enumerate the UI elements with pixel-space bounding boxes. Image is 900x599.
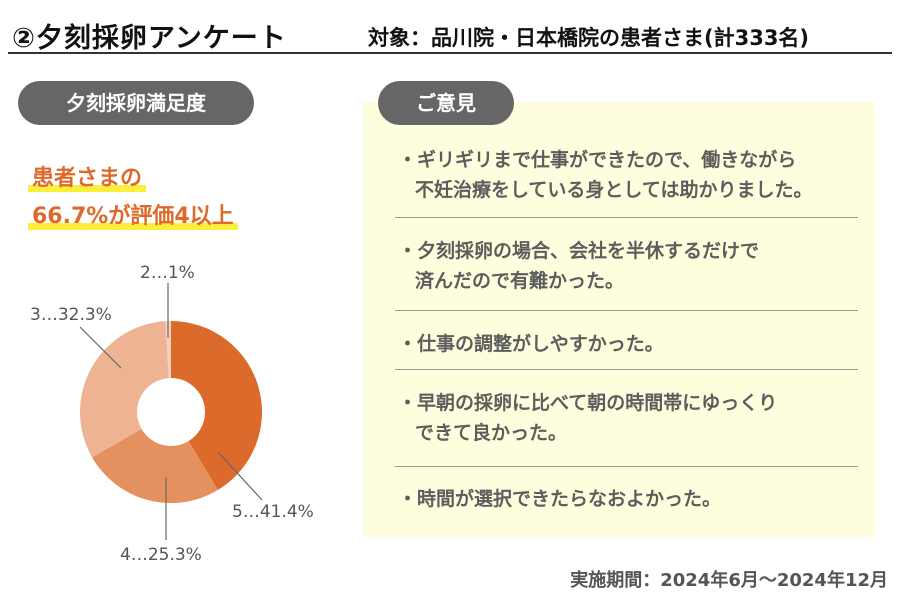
comment-line: ・夕刻採卵の場合、会社を半休するだけで	[398, 240, 760, 262]
page-title: ②夕刻採卵アンケート	[12, 23, 287, 54]
header: ②夕刻採卵アンケート 対象：品川院・日本橋院の患者さま(計333名)	[8, 14, 892, 54]
page-subtitle: 対象：品川院・日本橋院の患者さま(計333名)	[368, 26, 810, 50]
leader-line-3	[79, 326, 122, 369]
leader-line-5	[217, 451, 263, 501]
comment-divider	[395, 369, 858, 370]
comment-item: ・仕事の調整がしやすかった。	[398, 329, 868, 359]
highlight-line-1: 患者さまの	[28, 160, 147, 192]
comment-item: ・早朝の採卵に比べて朝の時間帯にゆっくりできて良かった。	[398, 388, 868, 448]
donut-slice-3	[79, 321, 169, 458]
comments-section-label: ご意見	[378, 81, 514, 125]
comment-line: 済んだので有難かった。	[415, 270, 625, 292]
comment-line: できて良かった。	[415, 422, 568, 444]
donut-slice-4	[92, 428, 218, 503]
satisfaction-section-label: 夕刻採卵満足度	[18, 81, 254, 125]
donut-slice-2	[165, 321, 171, 379]
donut-slice-5	[171, 321, 263, 491]
comments-panel	[363, 102, 875, 537]
comment-divider	[395, 466, 858, 467]
comment-item: ・夕刻採卵の場合、会社を半休するだけで済んだので有難かった。	[398, 236, 868, 296]
comment-item: ・時間が選択できたらなおよかった。	[398, 484, 868, 514]
highlight-line-2: 66.7%が評価4以上	[28, 198, 238, 230]
survey-period: 実施期間：2024年6月～2024年12月	[570, 570, 888, 591]
label-2: 2…1%	[140, 263, 195, 283]
label-3: 3…32.3%	[30, 305, 112, 325]
label-4: 4…25.3%	[120, 545, 202, 565]
comment-divider	[395, 217, 858, 218]
comment-line: ・仕事の調整がしやすかった。	[398, 333, 664, 355]
comment-line: ・ギリギリまで仕事ができたので、働きながら	[398, 149, 797, 171]
satisfaction-donut-chart: 2…1% 3…32.3% 5…41.4% 4…25.3%	[30, 263, 314, 565]
comment-divider	[395, 310, 858, 311]
comment-line: 不妊治療をしている身としては助かりました。	[415, 179, 813, 201]
comment-line: ・早朝の採卵に比べて朝の時間帯にゆっくり	[398, 392, 778, 414]
comment-line: ・時間が選択できたらなおよかった。	[398, 488, 722, 510]
label-5: 5…41.4%	[232, 502, 314, 522]
comment-item: ・ギリギリまで仕事ができたので、働きながら不妊治療をしている身としては助かりまし…	[398, 145, 868, 205]
